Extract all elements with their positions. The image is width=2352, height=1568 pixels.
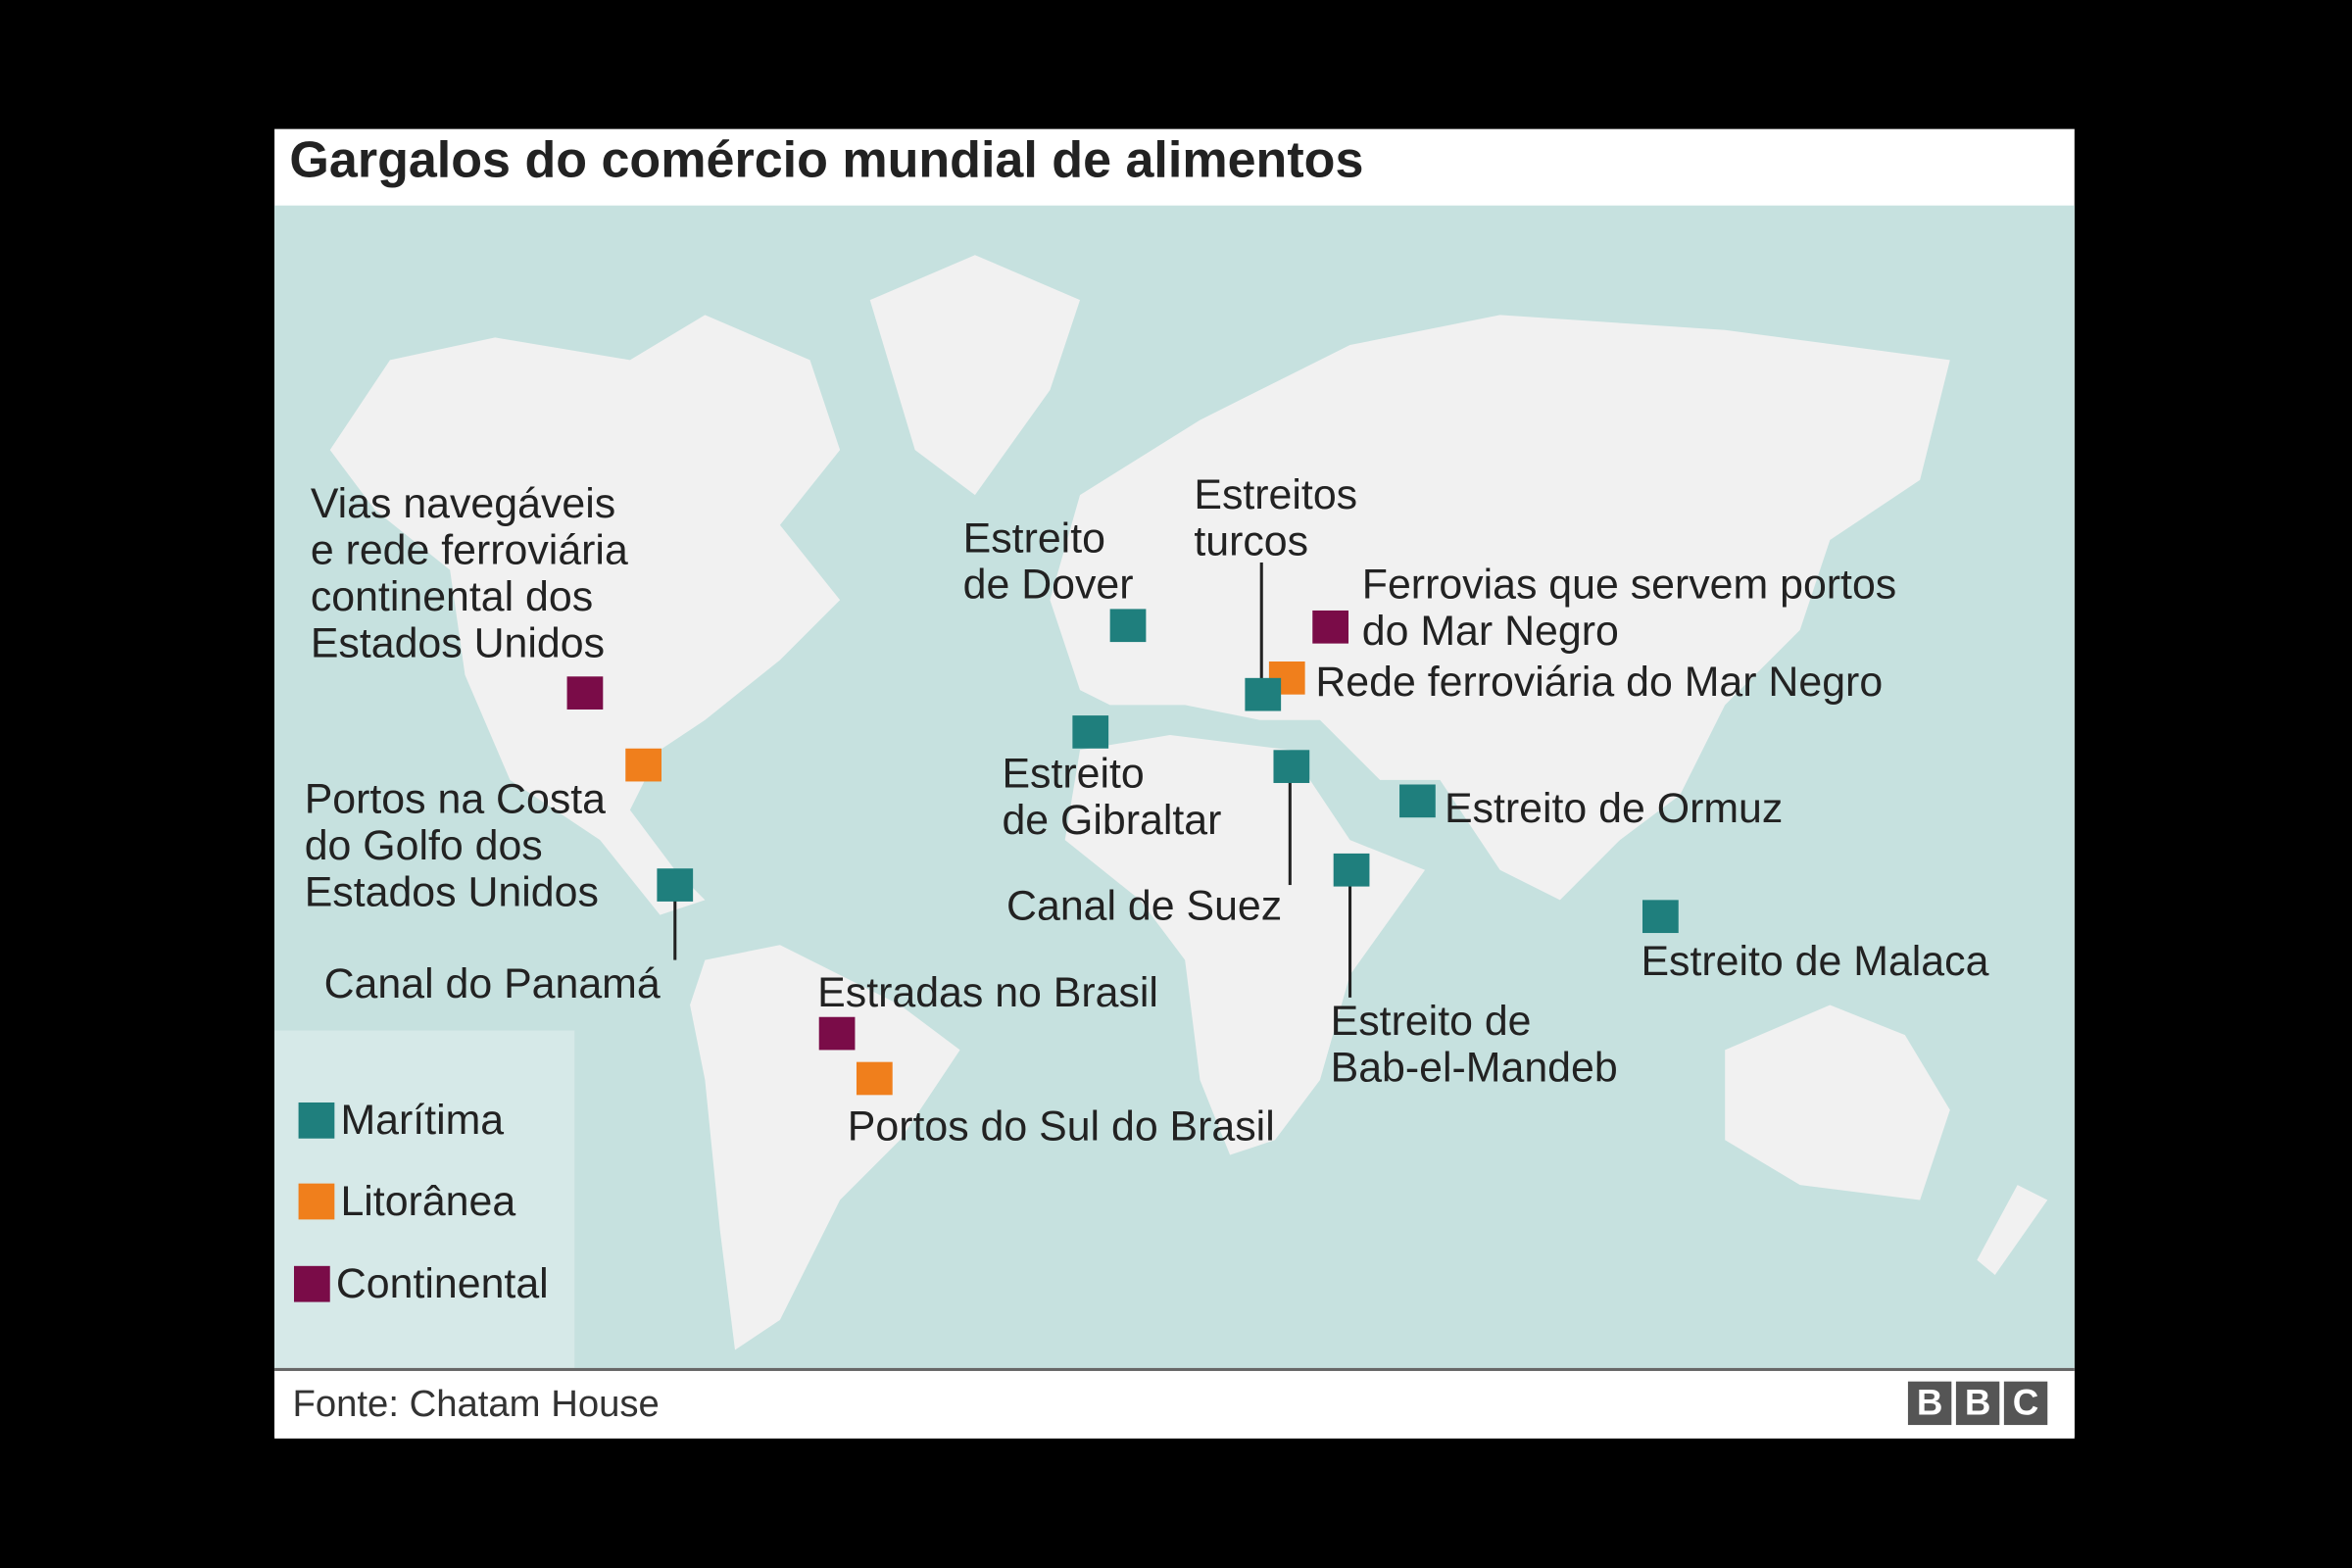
new-zealand: [1977, 1185, 2048, 1276]
label-line: Estreito de: [1330, 997, 1532, 1045]
leader-line-suez: [1288, 766, 1292, 886]
label-dover: Estreito de Dover: [963, 514, 1134, 608]
label-black-sea-ports-rail: Ferrovias que servem portos do Mar Negro: [1362, 561, 1896, 654]
marker-black-sea-ports-rail[interactable]: [1312, 610, 1349, 644]
legend-label: Litorânea: [340, 1177, 516, 1224]
leader-line-panama: [673, 885, 677, 960]
label-line: Estados Unidos: [310, 619, 605, 666]
label-line: do Mar Negro: [1361, 607, 1619, 655]
bbc-logo: B B C: [1907, 1381, 2048, 1426]
label-turkish: Estreitos turcos: [1194, 471, 1357, 564]
marker-brazil-roads[interactable]: [818, 1016, 856, 1051]
label-line: Estreitos: [1194, 470, 1358, 518]
north-america: [329, 315, 841, 915]
marker-panama[interactable]: [657, 868, 694, 902]
legend-swatch: [293, 1265, 330, 1302]
australia: [1725, 1004, 1950, 1200]
leader-line-turkish: [1259, 562, 1263, 695]
legend-item-continental: Continental: [293, 1259, 549, 1308]
marker-us-waterways[interactable]: [566, 676, 604, 710]
logo-letter: B: [1907, 1381, 1952, 1426]
label-line: Ferrovias que servem portos: [1361, 561, 1897, 608]
eurasia: [1050, 315, 1950, 901]
marker-brazil-south-ports[interactable]: [856, 1061, 893, 1096]
leader-line-bab-el-mandeb: [1348, 869, 1352, 998]
label-gibraltar: Estreito de Gibraltar: [1002, 750, 1221, 843]
label-bab-el-mandeb: Estreito de Bab-el-Mandeb: [1331, 998, 1618, 1091]
label-line: continental dos: [310, 572, 594, 620]
legend: Marítima Litorânea Continental: [274, 1030, 575, 1370]
legend-item-maritima: Marítima: [298, 1096, 505, 1145]
continents: [329, 255, 2048, 1350]
label-line: Bab-el-Mandeb: [1330, 1044, 1618, 1091]
marker-dover[interactable]: [1109, 609, 1147, 643]
logo-letter: B: [1955, 1381, 2000, 1426]
world-map: [274, 205, 2075, 1370]
legend-item-litoranea: Litorânea: [298, 1177, 516, 1226]
label-brazil-roads: Estradas no Brasil: [817, 968, 1158, 1016]
legend-swatch: [298, 1183, 335, 1220]
marker-suez[interactable]: [1273, 750, 1310, 783]
label-us-gulf: Portos na Costa do Golfo dos Estados Uni…: [305, 775, 606, 914]
marker-malacca[interactable]: [1642, 900, 1679, 934]
legend-swatch: [298, 1102, 335, 1139]
infographic-panel: Gargalos do comércio mundial de alimento…: [274, 128, 2075, 1438]
label-suez: Canal de Suez: [1006, 881, 1283, 929]
marker-us-gulf-ports[interactable]: [625, 748, 662, 782]
source-text: Fonte: Chatam House: [292, 1383, 660, 1426]
label-line: e rede ferroviária: [310, 526, 628, 573]
label-line: de Gibraltar: [1002, 796, 1222, 844]
label-line: de Dover: [962, 561, 1134, 608]
label-ormuz: Estreito de Ormuz: [1444, 784, 1784, 831]
legend-label: Continental: [335, 1259, 549, 1307]
footer: Fonte: Chatam House B B C: [274, 1367, 2075, 1439]
africa: [1064, 734, 1426, 1155]
marker-bab-el-mandeb[interactable]: [1333, 853, 1370, 887]
label-line: turcos: [1194, 517, 1309, 564]
south-america: [690, 945, 960, 1350]
label-line: Portos na Costa: [304, 775, 607, 822]
marker-gibraltar[interactable]: [1072, 715, 1109, 749]
label-us-waterways: Vias navegáveis e rede ferroviária conti…: [311, 480, 628, 666]
logo-letter: C: [2003, 1381, 2048, 1426]
label-panama: Canal do Panamá: [323, 959, 661, 1007]
label-black-sea-rail: Rede ferroviária do Mar Negro: [1315, 658, 1884, 706]
label-line: Vias navegáveis: [310, 479, 616, 527]
marker-turkish-straits[interactable]: [1245, 677, 1282, 711]
chart-title: Gargalos do comércio mundial de alimento…: [289, 131, 1364, 189]
label-line: Estreito: [1002, 750, 1145, 797]
label-line: Estreito: [962, 514, 1105, 562]
label-line: do Golfo dos: [304, 821, 543, 869]
label-line: Estados Unidos: [304, 868, 599, 915]
label-malacca: Estreito de Malaca: [1641, 937, 1989, 985]
legend-label: Marítima: [340, 1096, 505, 1144]
greenland: [869, 255, 1081, 496]
marker-ormuz[interactable]: [1399, 784, 1436, 818]
label-brazil-south-ports: Portos do Sul do Brasil: [847, 1102, 1275, 1150]
